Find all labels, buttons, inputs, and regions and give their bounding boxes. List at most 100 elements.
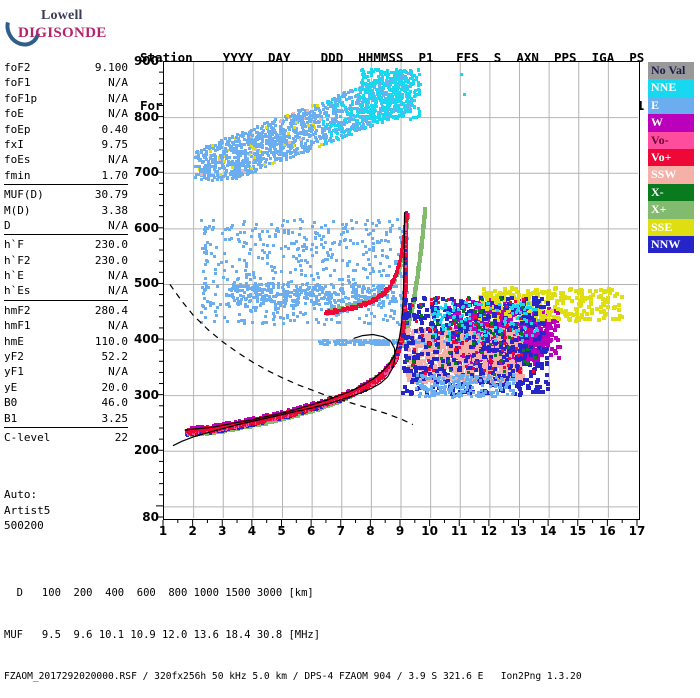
param-key: B1: [4, 411, 17, 426]
param-key: foF1p: [4, 91, 37, 106]
param-key: hmF2: [4, 303, 31, 318]
legend-item-vo[interactable]: Vo-: [648, 132, 694, 149]
param-row-md: M(D)3.38: [4, 203, 128, 218]
param-value: 230.0: [95, 253, 128, 268]
legend-item-nnw[interactable]: NNW: [648, 236, 694, 253]
legend-item-sse[interactable]: SSE: [648, 219, 694, 236]
legend-item-x[interactable]: X-: [648, 184, 694, 201]
param-key: hmE: [4, 334, 24, 349]
legend-item-vo[interactable]: Vo+: [648, 149, 694, 166]
y-tick-600: 600: [125, 221, 159, 235]
ionogram-plot-area[interactable]: [163, 61, 640, 520]
x-tick-10: 10: [417, 524, 443, 538]
auto-program-name: Artist5: [4, 503, 128, 519]
param-key: h`E: [4, 268, 24, 283]
param-value: 110.0: [95, 334, 128, 349]
x-tick-1: 1: [150, 524, 176, 538]
param-key: foE: [4, 106, 24, 121]
param-row-mufd: MUF(D)30.79: [4, 187, 128, 202]
y-tick-300: 300: [125, 388, 159, 402]
param-key: hmF1: [4, 318, 31, 333]
y-tick-500: 500: [125, 276, 159, 290]
x-tick-9: 9: [387, 524, 413, 538]
legend-item-noval[interactable]: No Val: [648, 62, 694, 79]
param-key: foEp: [4, 122, 31, 137]
y-tick-800: 800: [125, 110, 159, 124]
y-tick-80: 80: [125, 510, 159, 524]
footer-distance-row: D 100 200 400 600 800 1000 1500 3000 [km…: [4, 586, 582, 600]
param-key: MUF(D): [4, 187, 44, 202]
x-tick-13: 13: [506, 524, 532, 538]
param-key: h`Es: [4, 283, 31, 298]
auto-program-code: 500200: [4, 518, 128, 534]
param-key: M(D): [4, 203, 31, 218]
x-tick-7: 7: [328, 524, 354, 538]
param-row-hf: h`F 230.0: [4, 237, 128, 252]
param-key: h`F: [4, 237, 24, 252]
param-key: D: [4, 218, 11, 233]
lowell-digisonde-logo: Lowell DIGISONDE: [6, 6, 118, 46]
footer-info: D 100 200 400 600 800 1000 1500 3000 [km…: [4, 558, 582, 698]
param-key: foEs: [4, 152, 31, 167]
footer-muf-row: MUF 9.5 9.6 10.1 10.9 12.0 13.6 18.4 30.…: [4, 628, 582, 642]
y-tick-700: 700: [125, 165, 159, 179]
y-tick-400: 400: [125, 332, 159, 346]
y-tick-200: 200: [125, 443, 159, 457]
param-value: 280.4: [95, 303, 128, 318]
x-tick-5: 5: [269, 524, 295, 538]
x-tick-11: 11: [446, 524, 472, 538]
legend-item-w[interactable]: W: [648, 114, 694, 131]
param-key: C-level: [4, 430, 50, 445]
param-row-hmf2: hmF2 280.4: [4, 303, 128, 318]
x-tick-12: 12: [476, 524, 502, 538]
param-key: yF1: [4, 364, 24, 379]
ionogram-canvas: [164, 62, 638, 518]
param-value: 230.0: [95, 237, 128, 252]
x-tick-2: 2: [180, 524, 206, 538]
logo-lowell-text: Lowell: [41, 8, 83, 24]
legend-item-x[interactable]: X+: [648, 201, 694, 218]
legend-item-ssw[interactable]: SSW: [648, 166, 694, 183]
logo-digisonde-text: DIGISONDE: [18, 25, 107, 42]
x-tick-4: 4: [239, 524, 265, 538]
auto-label: Auto:: [4, 487, 128, 503]
legend-item-nne[interactable]: NNE: [648, 79, 694, 96]
x-tick-17: 17: [624, 524, 650, 538]
param-key: foF1: [4, 75, 31, 90]
legend-item-e[interactable]: E: [648, 97, 694, 114]
param-key: yE: [4, 380, 17, 395]
param-key: B0: [4, 395, 17, 410]
x-tick-15: 15: [565, 524, 591, 538]
x-tick-14: 14: [535, 524, 561, 538]
autoscaling-info: Auto: Artist5 500200: [4, 487, 128, 534]
param-key: foF2: [4, 60, 31, 75]
param-key: yF2: [4, 349, 24, 364]
footer-source-line: FZAOM_2017292020000.RSF / 320fx256h 50 k…: [4, 670, 582, 684]
param-value: 9.100: [95, 60, 128, 75]
